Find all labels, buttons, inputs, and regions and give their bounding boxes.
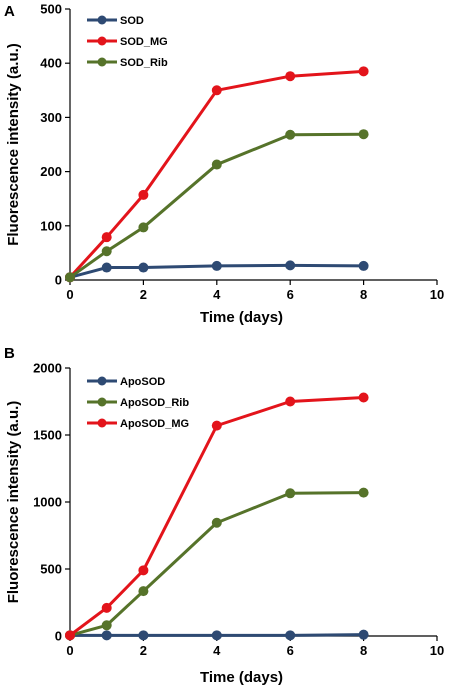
series-sod <box>65 260 369 283</box>
series-line <box>69 395 364 637</box>
data-point <box>211 517 222 528</box>
legend-label: SOD <box>120 15 144 27</box>
series-line <box>69 491 364 637</box>
data-point <box>358 260 369 271</box>
legend-swatch-marker <box>97 418 107 428</box>
y-tick-label: 1500 <box>33 428 62 443</box>
data-point <box>138 565 149 576</box>
series-aposod <box>65 629 369 641</box>
data-point <box>358 129 369 140</box>
data-point <box>285 396 296 407</box>
y-tick-label: 200 <box>40 164 62 179</box>
series-aposod-rib <box>65 487 369 641</box>
x-tick-label: 0 <box>66 643 73 658</box>
data-point <box>65 272 75 283</box>
data-point <box>285 488 296 499</box>
legend-swatch-marker <box>97 397 107 407</box>
y-axis-title: Fluorescence intensity (a.u.) <box>5 401 22 604</box>
y-tick-label: 0 <box>55 629 62 644</box>
legend-label: SOD_MG <box>120 36 168 48</box>
data-point <box>138 630 149 641</box>
data-point <box>101 262 112 273</box>
x-tick-label: 4 <box>213 643 221 658</box>
data-point <box>211 85 222 96</box>
data-point <box>285 129 296 140</box>
data-point <box>101 602 112 613</box>
x-tick-label: 4 <box>213 287 221 302</box>
legend-label: ApoSOD <box>120 376 165 388</box>
x-tick-label: 8 <box>360 287 367 302</box>
panel-letter: A <box>4 3 15 20</box>
data-point <box>138 189 149 200</box>
series-sod-rib <box>65 129 369 283</box>
chart-panel-a: A 0 100 200 300 400 500 0 2 4 6 8 10 Time (days) Fluor… <box>4 2 444 327</box>
data-point <box>358 392 369 403</box>
data-point <box>358 66 369 77</box>
data-point <box>138 586 149 597</box>
data-point <box>285 630 296 641</box>
legend: SOD SOD_MG SOD_Rib <box>87 15 168 69</box>
data-point <box>285 71 296 82</box>
legend-swatch-marker <box>97 15 107 25</box>
y-axis-title: Fluorescence intensity (a.u.) <box>5 43 22 246</box>
legend-label: SOD_Rib <box>120 57 168 69</box>
data-point <box>101 232 112 243</box>
data-point <box>101 630 112 641</box>
legend: ApoSOD ApoSOD_Rib ApoSOD_MG <box>87 376 189 430</box>
x-axis-title: Time (days) <box>200 309 283 326</box>
legend-swatch-marker <box>97 376 107 386</box>
series-line <box>69 263 364 279</box>
x-tick-label: 6 <box>287 287 294 302</box>
x-tick-label: 6 <box>287 643 294 658</box>
y-tick-label: 2000 <box>33 361 62 376</box>
x-axis-title: Time (days) <box>200 669 283 686</box>
y-tick-label: 100 <box>40 218 62 233</box>
data-point <box>101 246 112 257</box>
data-point <box>65 630 75 641</box>
chart-panel-b: B 0 500 1000 1500 2000 0 2 4 6 8 10 Time (days) Fluor… <box>4 345 444 686</box>
panel-letter: B <box>4 345 15 362</box>
x-tick-label: 2 <box>140 287 147 302</box>
x-tick-label: 8 <box>360 643 367 658</box>
legend-swatch-marker <box>97 36 107 46</box>
y-tick-label: 0 <box>55 273 62 288</box>
data-point <box>285 260 296 271</box>
series-line <box>70 633 364 637</box>
x-tick-label: 0 <box>66 287 73 302</box>
x-tick-label: 10 <box>430 287 444 302</box>
data-point <box>211 260 222 271</box>
x-tick-label: 2 <box>140 643 147 658</box>
y-tick-label: 1000 <box>33 495 62 510</box>
data-point <box>138 262 149 273</box>
series-line <box>69 132 364 279</box>
data-point <box>211 420 222 431</box>
x-tick-label: 10 <box>430 643 444 658</box>
y-tick-label: 500 <box>40 2 62 17</box>
legend-swatch-marker <box>97 57 107 67</box>
y-tick-label: 300 <box>40 110 62 125</box>
series-aposod-mg <box>65 392 369 641</box>
data-point <box>358 487 369 498</box>
data-point <box>101 620 112 631</box>
legend-label: ApoSOD_Rib <box>120 397 189 409</box>
y-tick-label: 500 <box>40 562 62 577</box>
series-line <box>68 69 364 279</box>
data-point <box>358 629 369 640</box>
data-point <box>211 159 222 170</box>
legend-label: ApoSOD_MG <box>120 418 189 430</box>
data-point <box>211 630 222 641</box>
y-tick-label: 400 <box>40 56 62 71</box>
data-point <box>138 222 149 233</box>
